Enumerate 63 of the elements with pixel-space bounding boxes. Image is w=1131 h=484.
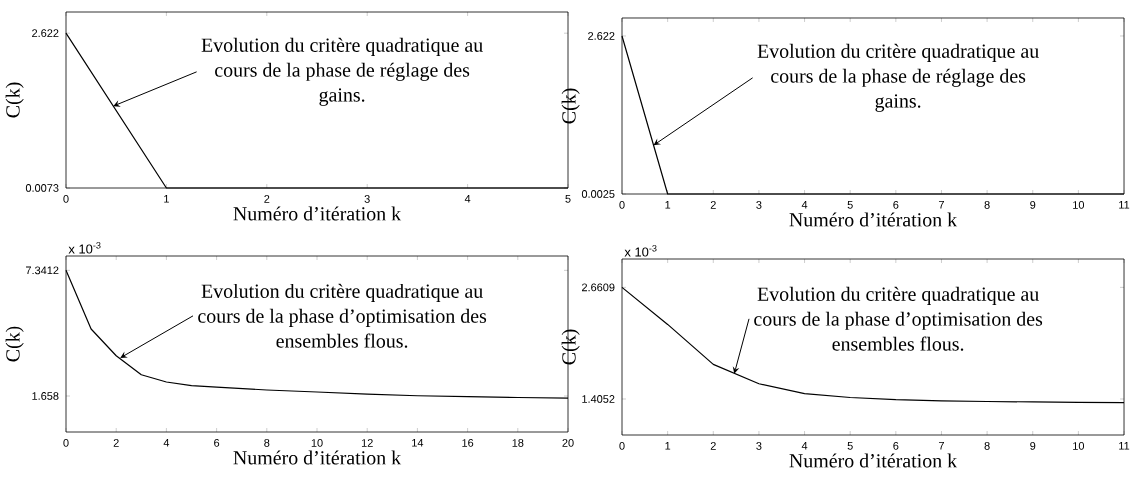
x-tick-label: 0 <box>619 201 625 209</box>
x-tick-label: 8 <box>984 201 990 209</box>
x-tick-label: 0 <box>63 439 69 447</box>
x-tick-label: 2 <box>710 201 716 209</box>
x-tick-label: 4 <box>163 439 170 447</box>
x-tick-label: 8 <box>984 442 990 450</box>
text: x 10$^{-3}$ <box>68 242 101 254</box>
x-tick-label: 6 <box>893 442 899 450</box>
y-axis-title: C(k) <box>561 329 580 365</box>
y-tick-label: 2.622 <box>588 32 615 40</box>
annotation: Evolution du critère quadratique au cours de la phase d’optimisation des ensembles flous. <box>198 283 487 348</box>
y-tick-label: 7.3412 <box>26 266 59 275</box>
x-tick-label: 18 <box>512 439 524 447</box>
x-tick-label: 1 <box>665 201 671 209</box>
x-tick-label: 4 <box>464 195 471 203</box>
y-tick-label: 0.0073 <box>25 184 59 192</box>
annotation: Evolution du critère quadratique au cours de la phase de réglage des gains. <box>757 43 1039 112</box>
y-axis-title: C(k) <box>5 326 24 362</box>
x-tick-label: 4 <box>801 442 808 450</box>
x-tick-label: 9 <box>1030 442 1036 450</box>
x-tick-label: 1 <box>665 442 671 450</box>
x-axis-title: Numéro d’itération k <box>233 450 402 465</box>
x-tick-label: 0 <box>619 442 625 450</box>
x-tick-label: 10 <box>1073 442 1085 450</box>
x-tick-label: 3 <box>756 442 762 450</box>
x-tick-label: 10 <box>311 439 323 447</box>
x-tick-label: 9 <box>1030 201 1036 209</box>
x-axis-title: Numéro d’itération k <box>789 453 958 468</box>
x-tick-label: 6 <box>893 201 899 209</box>
x-tick-label: 20 <box>562 439 574 447</box>
x-tick-label: 0 <box>63 195 69 203</box>
x-tick-label: 3 <box>364 195 370 203</box>
x-tick-label: 2 <box>264 195 270 203</box>
y-axis-title: C(k) <box>561 88 580 124</box>
x-tick-label: 5 <box>847 442 853 450</box>
y-tick-label: 2.622 <box>32 29 59 38</box>
x-tick-label: 16 <box>462 439 474 447</box>
x-tick-label: 1 <box>164 195 169 203</box>
annotation: Evolution du critère quadratique au cours de la phase de réglage des gains. <box>201 37 483 106</box>
x-axis-title: Numéro d’itération k <box>789 212 958 227</box>
x-axis-title: Numéro d’itération k <box>233 206 402 221</box>
annotation: Evolution du critère quadratique au cours de la phase d’optimisation des ensembles flous. <box>754 286 1043 351</box>
y-axis-title: C(k) <box>5 82 24 118</box>
x-tick-label: 3 <box>756 201 762 209</box>
text: x 10$^{-3}$ <box>624 245 657 257</box>
y-tick-label: 1.4052 <box>582 395 615 403</box>
y-tick-label: 1.658 <box>32 392 59 400</box>
x-tick-label: 5 <box>847 201 853 209</box>
x-tick-label: 2 <box>113 439 119 447</box>
x-tick-label: 11 <box>1119 201 1130 209</box>
x-tick-label: 10 <box>1073 201 1085 209</box>
x-tick-label: 14 <box>412 439 424 447</box>
x-tick-label: 6 <box>214 439 220 447</box>
x-tick-label: 4 <box>801 201 808 209</box>
x-tick-label: 12 <box>361 439 373 447</box>
y-tick-label: 2.6609 <box>582 283 615 292</box>
x-tick-label: 2 <box>710 442 716 450</box>
x-tick-label: 8 <box>264 439 270 447</box>
x-tick-label: 5 <box>565 195 571 203</box>
x-tick-label: 11 <box>1119 442 1130 450</box>
x-tick-label: 7 <box>938 442 944 450</box>
x-tick-label: 7 <box>938 201 944 209</box>
y-tick-label: 0.0025 <box>581 190 615 198</box>
